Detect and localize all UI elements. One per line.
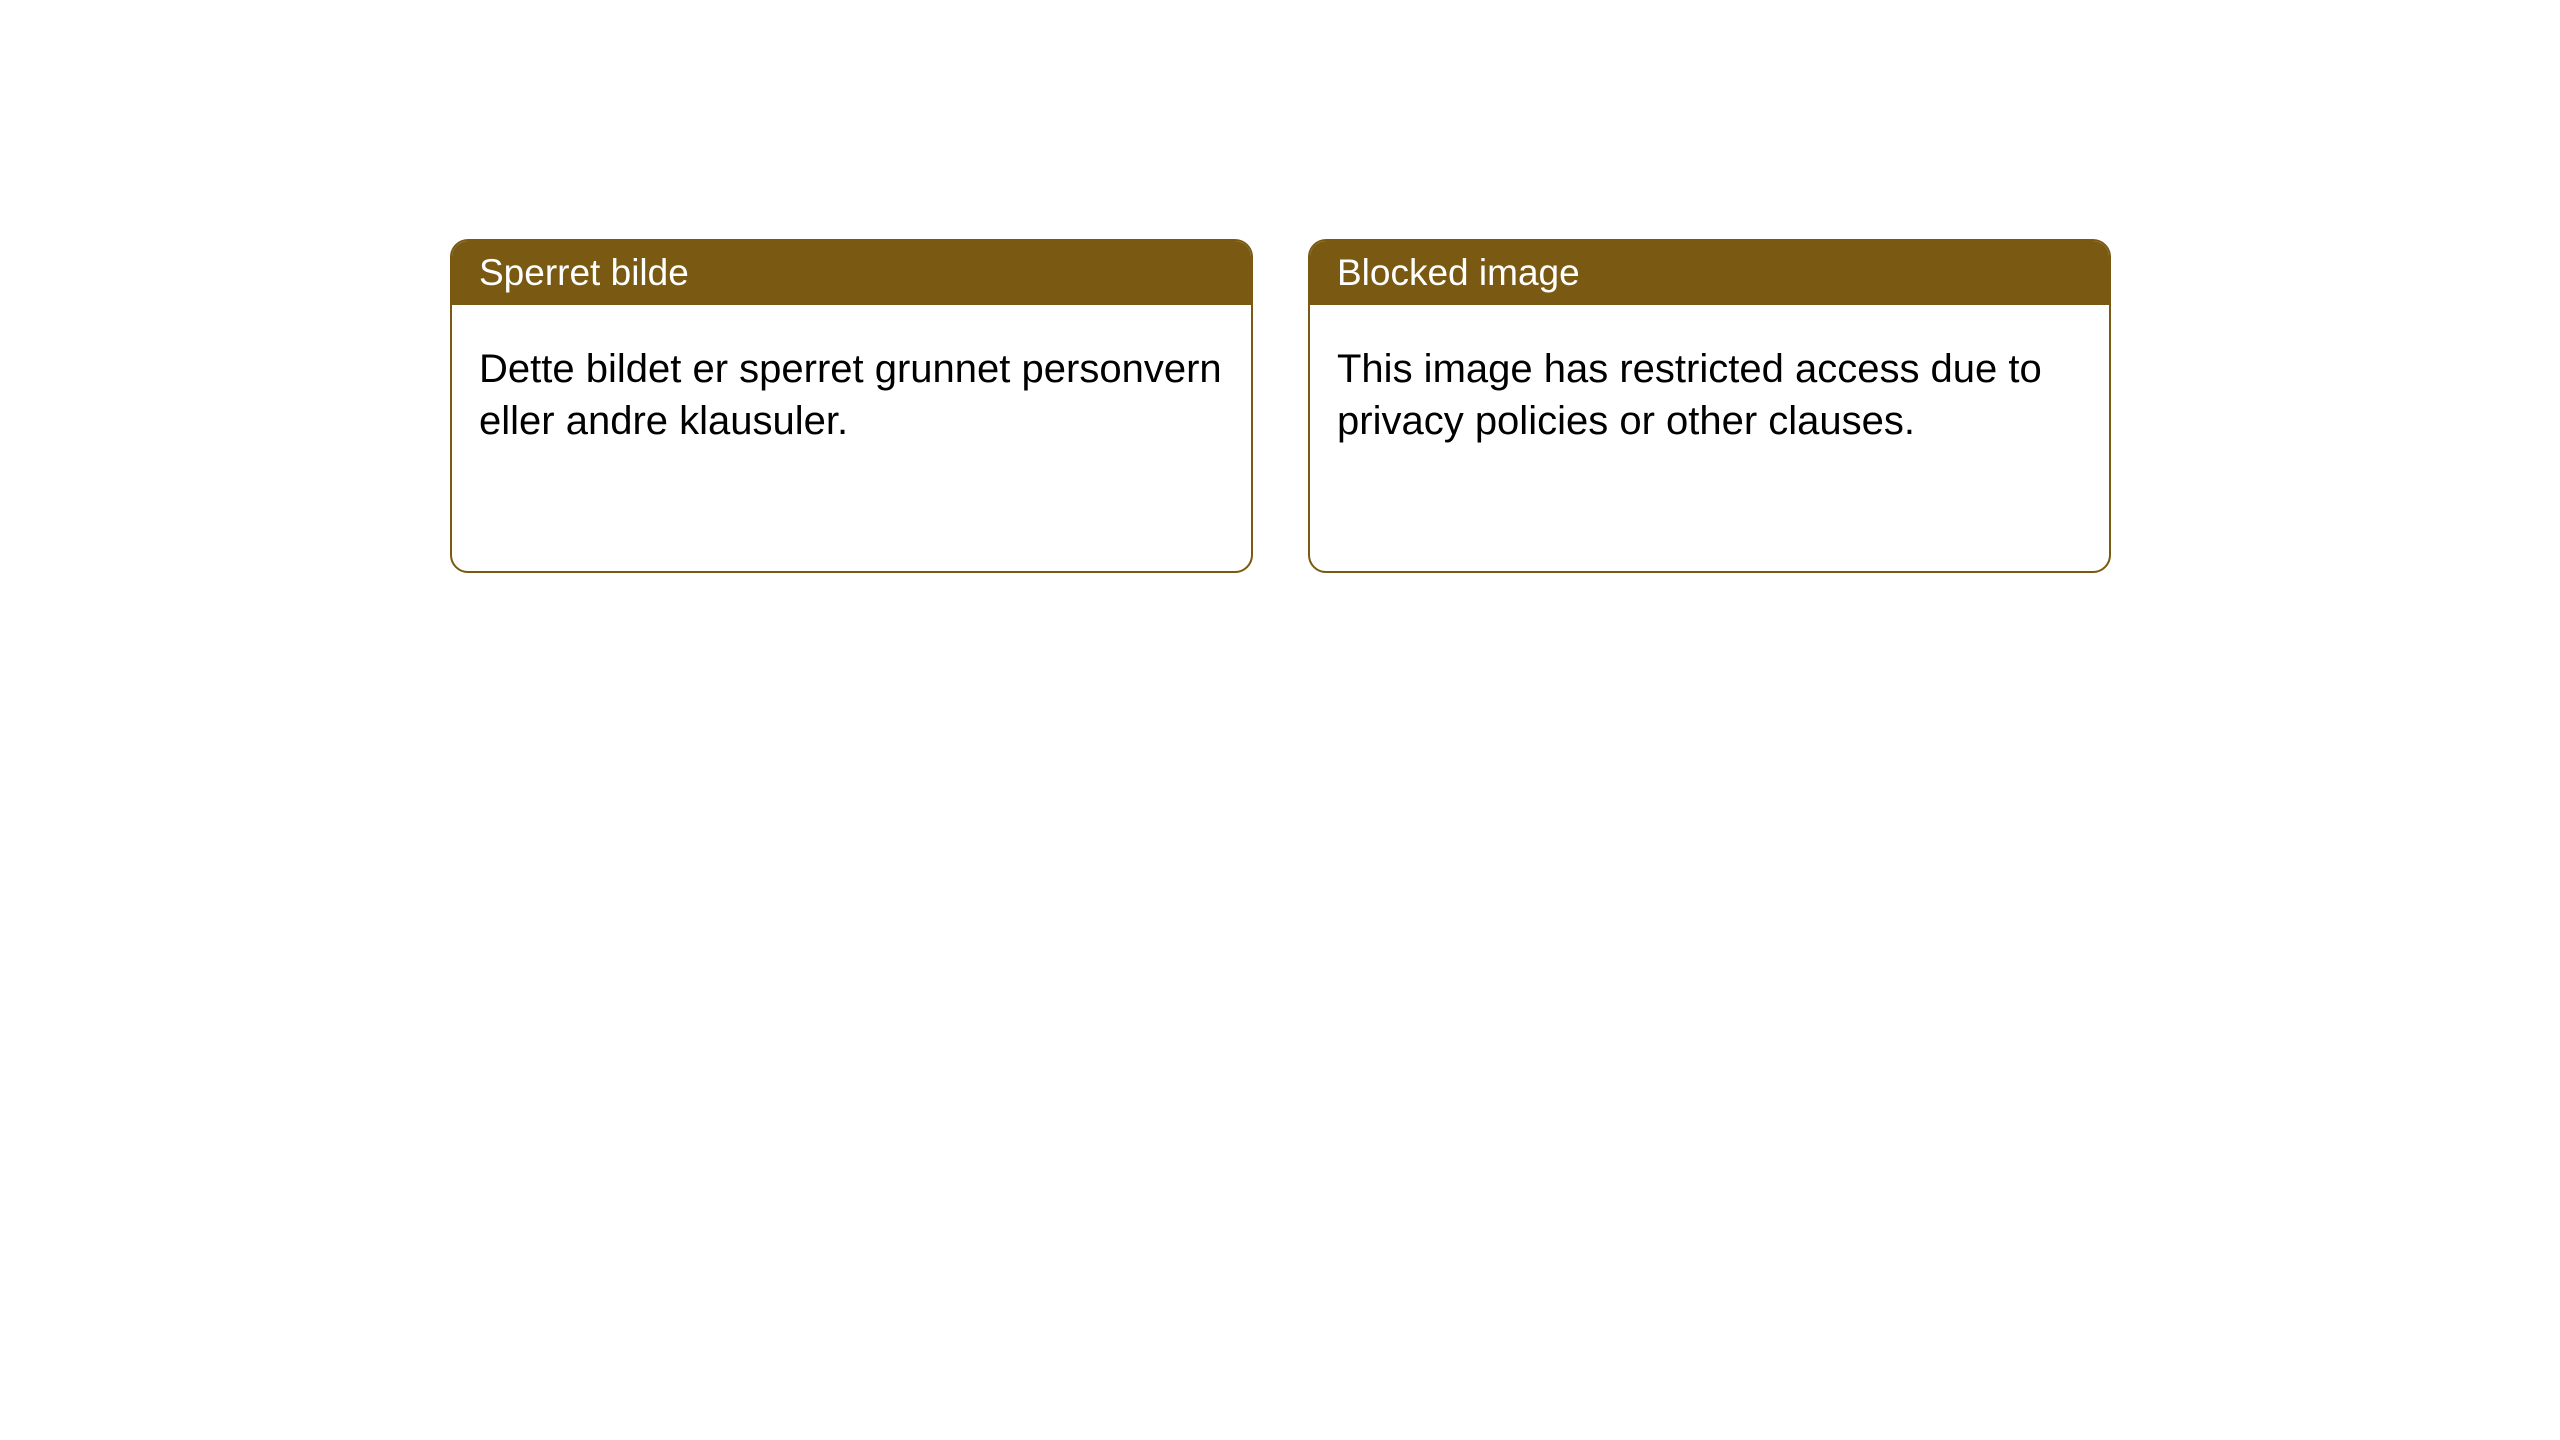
card-header-norwegian: Sperret bilde (452, 241, 1251, 305)
card-body-norwegian: Dette bildet er sperret grunnet personve… (452, 305, 1251, 485)
card-message: Dette bildet er sperret grunnet personve… (479, 347, 1222, 443)
card-body-english: This image has restricted access due to … (1310, 305, 2109, 485)
card-message: This image has restricted access due to … (1337, 347, 2042, 443)
card-english: Blocked image This image has restricted … (1308, 239, 2111, 573)
cards-container: Sperret bilde Dette bildet er sperret gr… (450, 239, 2111, 573)
card-title: Sperret bilde (479, 252, 689, 293)
card-header-english: Blocked image (1310, 241, 2109, 305)
card-norwegian: Sperret bilde Dette bildet er sperret gr… (450, 239, 1253, 573)
card-title: Blocked image (1337, 252, 1580, 293)
